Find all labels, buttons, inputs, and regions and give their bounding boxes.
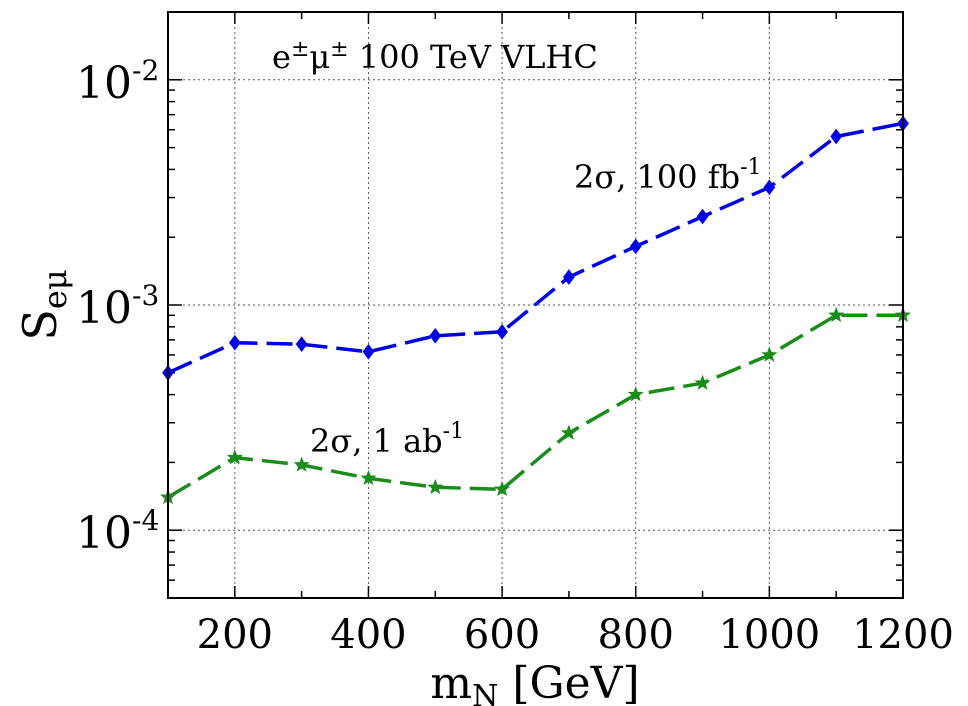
series-0-point-1100 [830, 128, 843, 145]
series-label-1ab: 2σ, 1 ab-1 [310, 419, 464, 460]
y-tick-label--3: 10-3 [76, 279, 159, 334]
plot-frame [167, 11, 904, 599]
series-0-point-1000 [763, 179, 776, 196]
series-0-point-500 [429, 327, 442, 344]
series-0-point-300 [295, 336, 308, 353]
series-0-point-200 [228, 334, 241, 351]
chart-annotation-title: e±μ± 100 TeV VLHC [272, 37, 598, 76]
series-1-point-1100 [828, 306, 845, 323]
x-tick-label-800: 800 [598, 612, 674, 658]
series-0-point-700 [563, 269, 575, 285]
x-tick-label-200: 200 [197, 612, 273, 658]
series-line-0 [167, 121, 904, 375]
series-1-point-600 [494, 480, 511, 497]
series-1-point-800 [627, 386, 644, 402]
series-1-point-900 [694, 374, 711, 390]
series-0-point-400 [362, 343, 375, 360]
series-1-point-400 [360, 469, 377, 486]
series-1-point-1000 [761, 346, 778, 362]
x-tick-label-1000: 1000 [718, 612, 820, 658]
series-0-point-600 [496, 324, 508, 340]
series-1-point-300 [293, 456, 310, 472]
y-tick-label--2: 10-2 [76, 54, 159, 109]
series-label-100fb: 2σ, 100 fb-1 [574, 155, 762, 196]
y-tick-labels: 10-4 10-3 10-2 [76, 54, 159, 559]
x-tick-labels: 200 400 600 800 1000 1200 [197, 612, 954, 658]
y-tick-label--4: 10-4 [76, 504, 159, 559]
series-0-point-800 [629, 238, 642, 255]
series-line-1 [167, 313, 903, 499]
x-tick-label-600: 600 [464, 612, 540, 658]
minor-ticks [167, 11, 904, 599]
series-1-point-700 [560, 424, 577, 440]
series-1-point-500 [427, 478, 444, 495]
x-tick-label-1200: 1200 [852, 612, 954, 658]
y-axis-label: Seμ [13, 269, 74, 340]
series-0-point-900 [696, 208, 709, 225]
series-1-point-200 [226, 449, 243, 465]
x-tick-label-400: 400 [330, 612, 406, 658]
x-axis-label: mN [GeV] [430, 658, 639, 706]
